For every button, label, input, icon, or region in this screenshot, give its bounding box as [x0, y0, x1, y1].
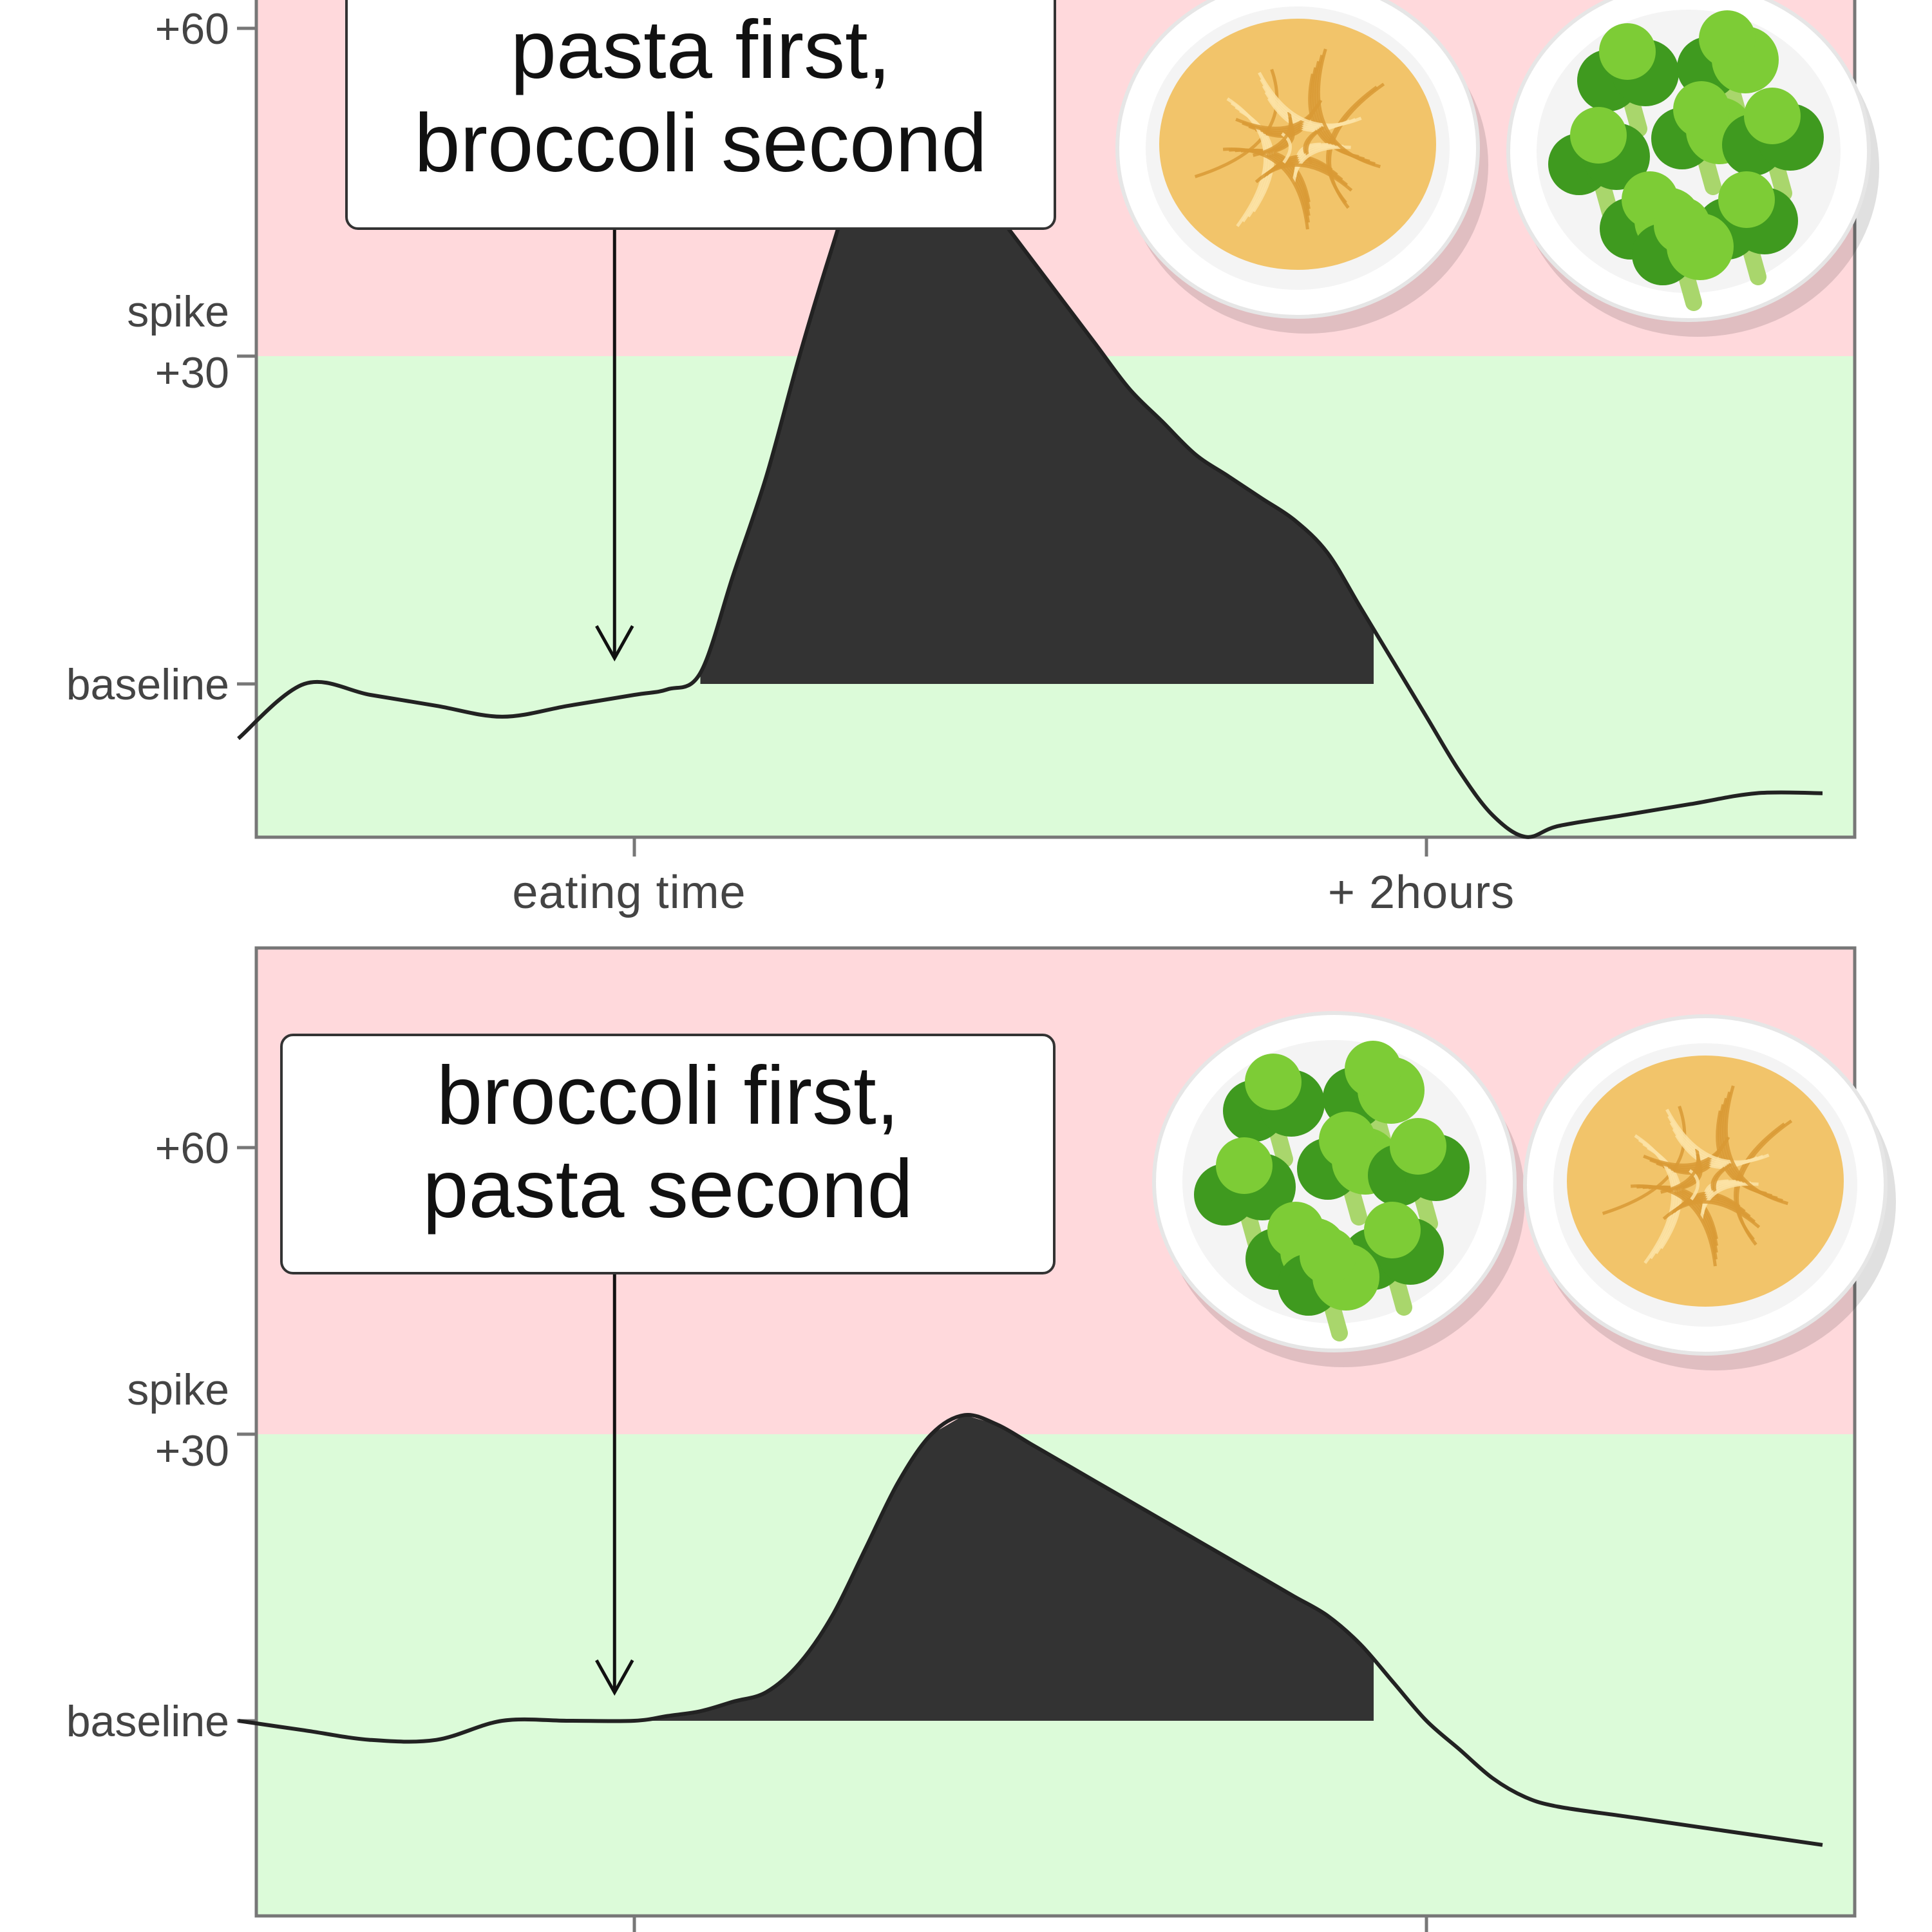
arrow-head: [595, 625, 634, 662]
broccoli-bowl-icon: [1506, 0, 1879, 337]
pasta-bowl-icon: [1523, 1014, 1896, 1370]
x-tick-label: + 2hours: [1328, 867, 1515, 918]
glucose-curve: [238, 1412, 1823, 1847]
y-tick-label: spike: [127, 287, 229, 336]
callout-text: pasta second: [422, 1143, 913, 1235]
y-tick-label: +30: [155, 1426, 229, 1475]
callout-text: broccoli first,: [437, 1050, 899, 1142]
glucose-area: [700, 115, 1374, 684]
callout-text: broccoli second: [414, 97, 987, 189]
glucose-curve: [237, 113, 1823, 839]
glucose-area: [634, 1415, 1374, 1721]
y-tick-label: baseline: [66, 660, 229, 709]
chart-panel-2: baseline spike +30 +60 broccoli first,pasta …: [66, 946, 1896, 1932]
y-tick-label: baseline: [66, 1697, 229, 1746]
broccoli-bowl-icon: [1152, 1011, 1525, 1367]
callout-box: [345, 0, 1056, 230]
arrow-head: [595, 1659, 634, 1696]
plot-frame: [254, 0, 1857, 839]
y-tick-label: +30: [155, 348, 229, 397]
callout-text: pasta first,: [511, 4, 891, 96]
pasta-bowl-icon: [1115, 0, 1488, 334]
x-tick-label: eating time: [512, 867, 746, 918]
y-tick-label: +60: [155, 5, 229, 53]
plot-frame: [254, 946, 1857, 1918]
chart-panel-1: baseline spike +30 +60 pasta first,broccoli …: [66, 0, 1879, 857]
y-tick-label: spike: [127, 1365, 229, 1414]
callout-box: [280, 1034, 1056, 1274]
y-tick-label: +60: [155, 1124, 229, 1173]
